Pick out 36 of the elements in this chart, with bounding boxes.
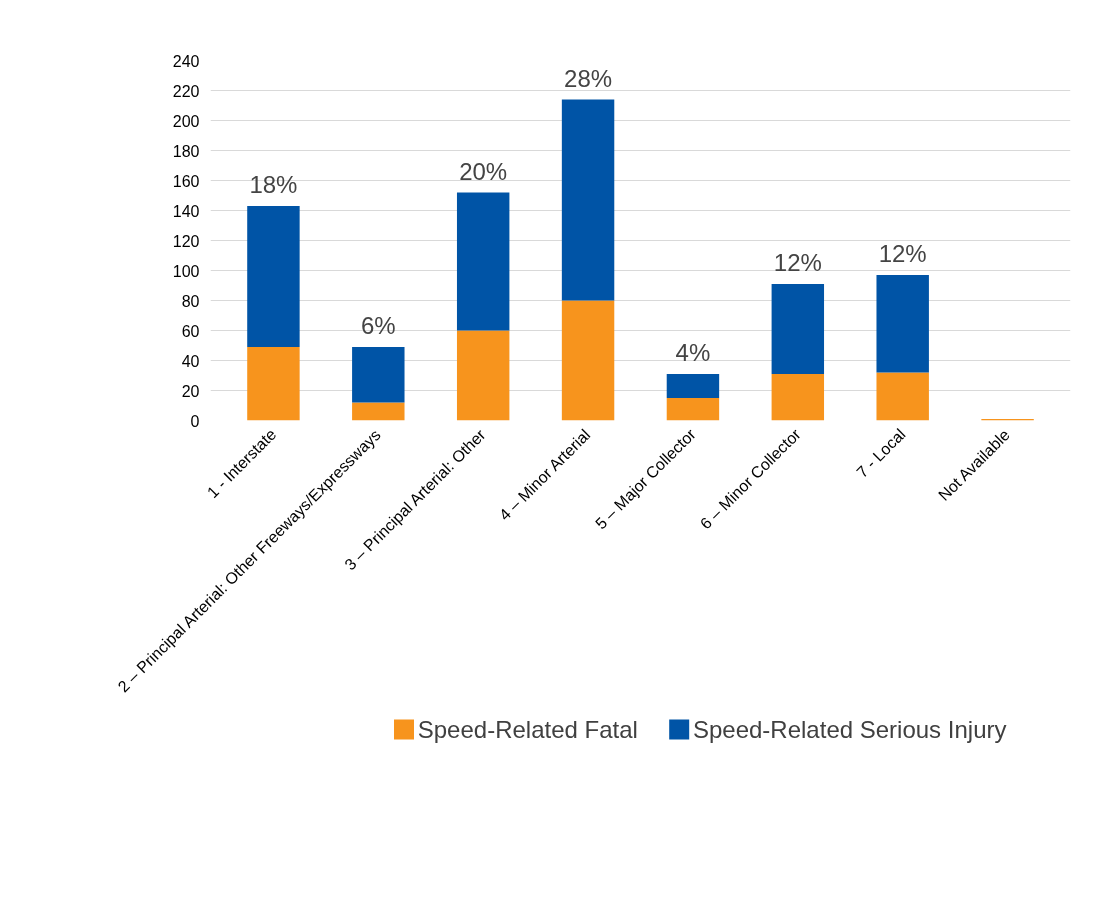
y-tick-label: 120 bbox=[172, 232, 200, 250]
bar bbox=[561, 300, 615, 421]
y-tick-label: 220 bbox=[172, 82, 200, 100]
y-tick-label: 40 bbox=[181, 352, 200, 370]
y-tick-label: 160 bbox=[172, 172, 200, 190]
annotation: 4% bbox=[675, 339, 711, 366]
annotation: 18% bbox=[249, 171, 298, 198]
bar bbox=[456, 192, 510, 331]
legend-label: Speed-Related Serious Injury bbox=[692, 716, 1007, 743]
annotation: 20% bbox=[459, 157, 508, 185]
legend-label: Speed-Related Fatal bbox=[417, 716, 638, 743]
bar bbox=[352, 347, 405, 403]
y-tick-label: 100 bbox=[172, 262, 200, 280]
bar bbox=[771, 284, 825, 374]
y-tick-label: 180 bbox=[172, 142, 200, 160]
bar bbox=[247, 206, 300, 347]
y-tick-label: 240 bbox=[172, 52, 200, 70]
bar bbox=[561, 99, 615, 301]
bar bbox=[771, 374, 825, 421]
annotation: 12% bbox=[773, 249, 822, 276]
bar bbox=[876, 372, 929, 421]
bar bbox=[456, 330, 510, 421]
y-tick-label: 20 bbox=[181, 382, 200, 400]
annotation: 6% bbox=[360, 312, 396, 339]
bar bbox=[352, 402, 405, 421]
annotation: 12% bbox=[878, 240, 927, 267]
y-tick-label: 60 bbox=[181, 322, 200, 340]
y-tick-label: 80 bbox=[181, 292, 200, 310]
y-tick-label: 140 bbox=[172, 202, 200, 220]
y-tick-label: 0 bbox=[190, 412, 200, 430]
bar bbox=[876, 275, 929, 373]
bar bbox=[666, 398, 720, 421]
bar bbox=[666, 374, 720, 398]
y-tick-label: 200 bbox=[172, 112, 200, 130]
annotation: 28% bbox=[564, 64, 613, 92]
bar bbox=[247, 347, 300, 421]
